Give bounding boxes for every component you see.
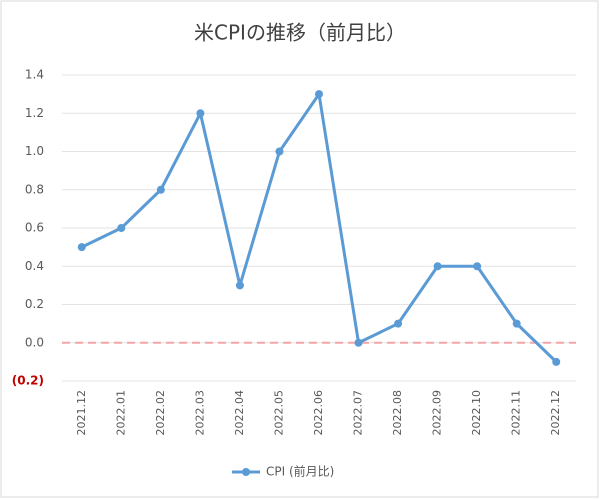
legend-label: CPI (前月比) [266,464,334,479]
data-point [354,338,363,347]
data-point [235,281,244,290]
data-point [512,319,521,328]
y-tick-label: 0.6 [25,221,44,235]
data-point [315,90,323,99]
data-point [394,319,403,328]
x-tick-label: 2022.06 [312,390,325,436]
x-tick-label: 2022.07 [352,390,365,436]
data-point [117,224,126,232]
data-point [77,243,86,252]
y-tick-label: 1.2 [25,106,44,120]
x-tick-label: 2022.02 [154,390,167,436]
x-tick-label: 2022.05 [272,390,285,436]
chart-title: 米CPIの推移（前月比） [194,21,406,45]
y-tick-label: 1.4 [25,68,44,82]
data-point [433,262,442,271]
x-tick-label: 2021.12 [75,390,88,436]
x-tick-label: 2022.01 [114,390,127,436]
data-point [275,147,284,156]
x-tick-label: 2022.03 [193,390,206,436]
y-tick-label: 0.4 [25,259,44,273]
x-tick-label: 2022.09 [431,390,444,436]
data-point [473,262,482,271]
x-tick-label: 2022.11 [510,390,523,436]
y-tick-label: 0.8 [25,182,44,196]
x-tick-label: 2022.12 [549,390,562,436]
data-point [156,185,165,194]
x-tick-label: 2022.08 [391,390,404,436]
legend-marker [242,468,250,476]
x-tick-label: 2022.10 [470,390,483,436]
y-tick-label: 0.0 [25,335,44,349]
y-tick-label: 1.0 [25,144,44,158]
y-tick-label: (0.2) [12,374,44,388]
x-tick-label: 2022.04 [233,390,246,436]
y-tick-label: 0.2 [25,297,44,311]
data-point [196,109,205,118]
data-point [552,357,561,366]
